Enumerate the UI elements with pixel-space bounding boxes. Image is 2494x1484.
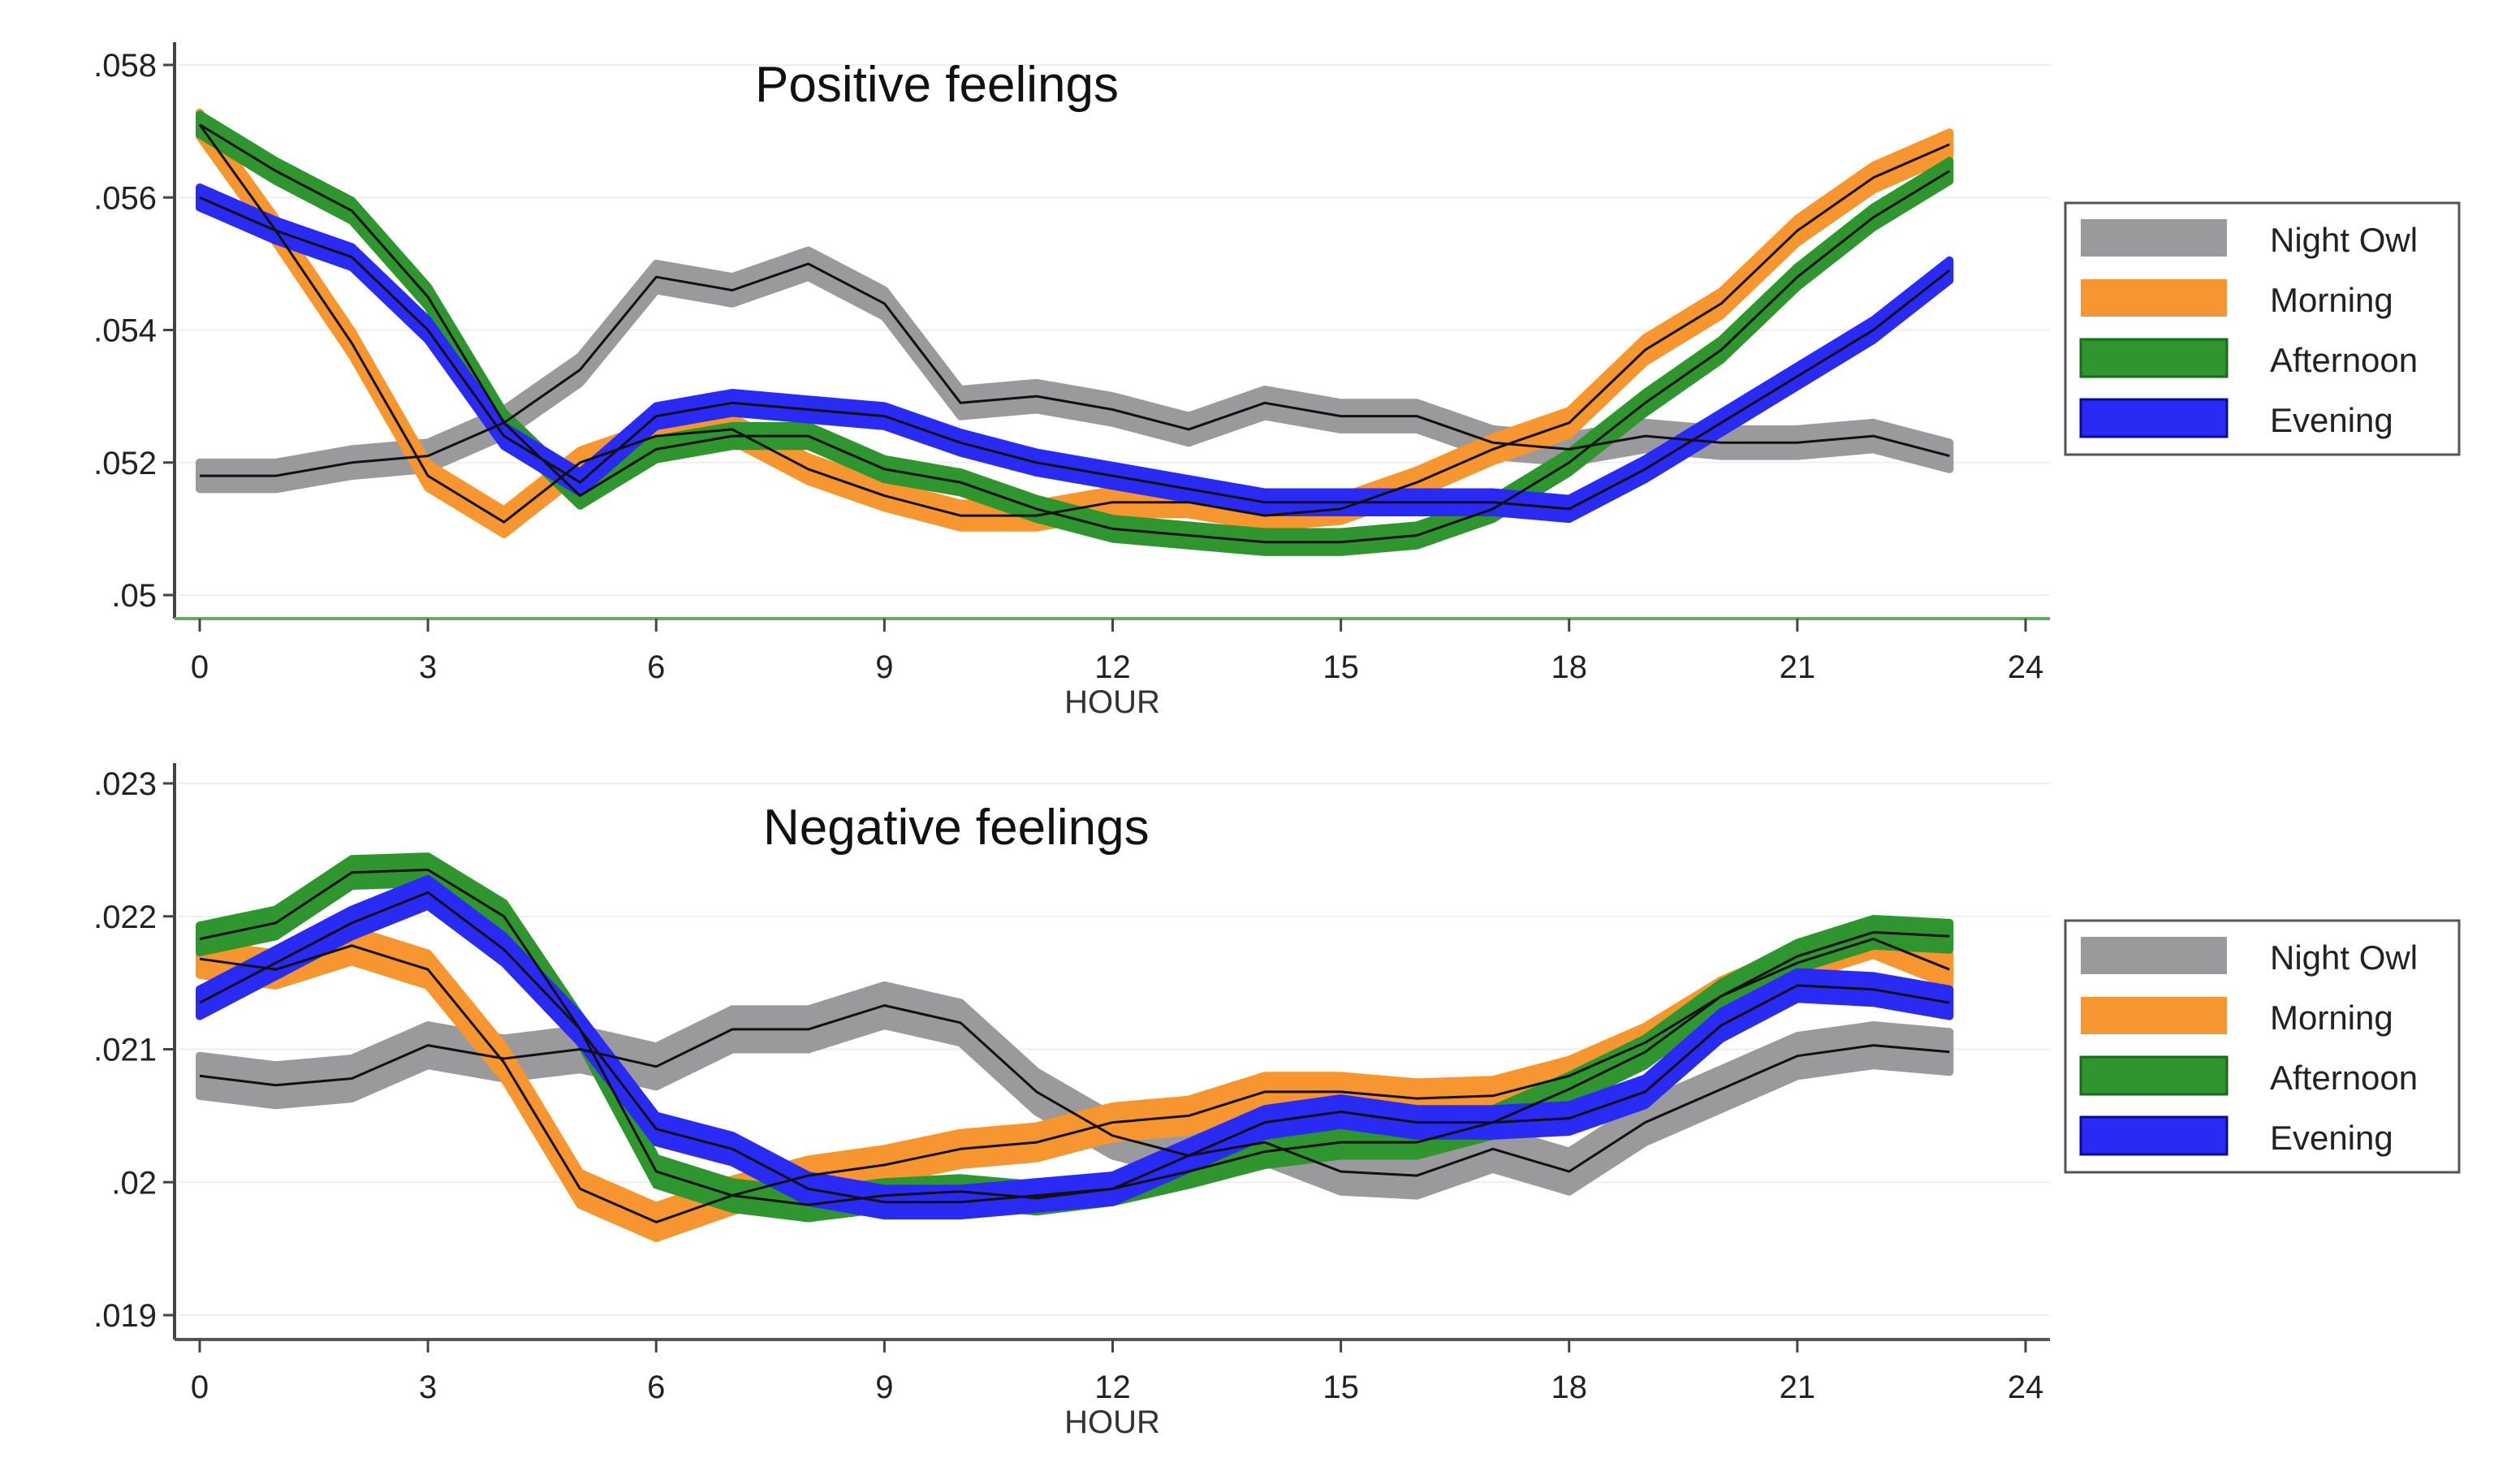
legend-label-morning: Morning bbox=[2270, 281, 2393, 319]
y-tick-label: .021 bbox=[93, 1033, 157, 1068]
negative-feelings-panel: .019 .02 .021 .022 .023 0 3 6 9 12 15 18 21 24 Negat… bbox=[93, 763, 2461, 1440]
y-tick-label: .02 bbox=[111, 1165, 157, 1201]
line-evening bbox=[199, 891, 1950, 1204]
x-tick-label: 18 bbox=[1551, 649, 1588, 685]
legend-label-night-owl: Night Owl bbox=[2270, 938, 2418, 977]
legend-label-evening: Evening bbox=[2270, 1119, 2393, 1157]
legend-swatch-afternoon bbox=[2079, 1055, 2229, 1096]
x-tick-label: 0 bbox=[191, 1370, 209, 1405]
x-tick-label: 24 bbox=[2008, 649, 2044, 685]
y-tick-label: .052 bbox=[93, 446, 157, 481]
band-afternoon bbox=[196, 110, 1954, 556]
band-night-owl bbox=[196, 246, 1954, 494]
y-axis-ticks: .019 .02 .021 .022 .023 bbox=[93, 766, 175, 1334]
band-night-owl bbox=[196, 981, 1954, 1200]
legend-item-evening: Evening bbox=[2079, 1115, 2393, 1157]
legend-item-morning: Morning bbox=[2081, 279, 2393, 319]
x-tick-label: 21 bbox=[1780, 649, 1816, 685]
line-afternoon bbox=[199, 868, 1950, 1206]
panel-title: Positive feelings bbox=[755, 57, 1119, 113]
legend-item-afternoon: Afternoon bbox=[2079, 338, 2418, 379]
x-tick-label: 21 bbox=[1780, 1370, 1816, 1405]
x-tick-label: 6 bbox=[647, 649, 665, 685]
x-tick-label: 24 bbox=[2008, 1370, 2044, 1405]
legend-item-night-owl: Night Owl bbox=[2081, 937, 2418, 977]
series-lines bbox=[198, 123, 1951, 544]
series-lines bbox=[199, 868, 1950, 1223]
legend-label-morning: Morning bbox=[2270, 999, 2393, 1037]
y-axis-ticks: .05 .052 .054 .056 .058 bbox=[93, 48, 175, 614]
x-tick-label: 15 bbox=[1323, 1370, 1359, 1405]
line-night-owl bbox=[199, 1004, 1950, 1177]
line-night-owl bbox=[200, 262, 1950, 477]
x-tick-label: 9 bbox=[875, 1370, 893, 1405]
x-tick-label: 12 bbox=[1094, 649, 1131, 685]
y-tick-label: .022 bbox=[93, 899, 157, 935]
x-axis-ticks: 0 3 6 9 12 15 18 21 24 bbox=[191, 1339, 2043, 1405]
y-tick-label: .019 bbox=[93, 1298, 157, 1334]
legend-item-evening: Evening bbox=[2079, 398, 2393, 439]
legend-swatch-morning bbox=[2081, 997, 2227, 1034]
confidence-bands bbox=[196, 108, 1954, 556]
legend: Night Owl Morning Afternoon Evening bbox=[2064, 919, 2461, 1174]
legend-label-evening: Evening bbox=[2270, 401, 2393, 439]
x-tick-label: 3 bbox=[419, 1370, 437, 1405]
legend-label-night-owl: Night Owl bbox=[2270, 221, 2418, 259]
positive-feelings-panel: .05 .052 .054 .056 .058 0 3 6 9 12 15 18 21 24 Posit… bbox=[93, 42, 2461, 720]
x-tick-label: 9 bbox=[875, 649, 893, 685]
x-tick-label: 12 bbox=[1094, 1370, 1131, 1405]
x-axis-title: HOUR bbox=[1064, 684, 1160, 720]
legend-label-afternoon: Afternoon bbox=[2270, 341, 2418, 379]
legend-item-morning: Morning bbox=[2081, 997, 2393, 1037]
legend-label-afternoon: Afternoon bbox=[2270, 1059, 2418, 1097]
legend: Night Owl Morning Afternoon Evening bbox=[2064, 201, 2461, 456]
legend-swatch-evening bbox=[2079, 1115, 2229, 1156]
x-tick-label: 6 bbox=[647, 1370, 665, 1405]
y-tick-label: .054 bbox=[93, 313, 157, 349]
x-tick-label: 0 bbox=[191, 649, 209, 685]
legend-swatch-night-owl bbox=[2081, 219, 2227, 257]
line-morning bbox=[198, 123, 1950, 524]
grid-lines bbox=[178, 64, 2050, 596]
line-evening bbox=[199, 196, 1951, 511]
confidence-bands bbox=[196, 852, 1954, 1242]
legend-item-afternoon: Afternoon bbox=[2079, 1055, 2418, 1097]
y-tick-label: .023 bbox=[93, 766, 157, 802]
x-tick-label: 3 bbox=[419, 649, 437, 685]
legend-item-night-owl: Night Owl bbox=[2081, 219, 2418, 259]
legend-swatch-night-owl bbox=[2081, 937, 2227, 974]
y-tick-label: .05 bbox=[111, 578, 157, 614]
x-tick-label: 15 bbox=[1323, 649, 1359, 685]
x-axis-ticks: 0 3 6 9 12 15 18 21 24 bbox=[191, 619, 2043, 685]
line-morning bbox=[199, 938, 1950, 1223]
legend-swatch-afternoon bbox=[2079, 338, 2229, 378]
x-tick-label: 18 bbox=[1551, 1370, 1588, 1405]
panel-title: Negative feelings bbox=[763, 800, 1150, 856]
legend-swatch-evening bbox=[2079, 398, 2229, 438]
line-afternoon bbox=[199, 123, 1951, 544]
x-axis-title: HOUR bbox=[1064, 1404, 1160, 1440]
band-evening bbox=[196, 183, 1954, 524]
legend-swatch-morning bbox=[2081, 279, 2227, 317]
y-tick-label: .058 bbox=[93, 48, 157, 84]
y-tick-label: .056 bbox=[93, 180, 157, 216]
